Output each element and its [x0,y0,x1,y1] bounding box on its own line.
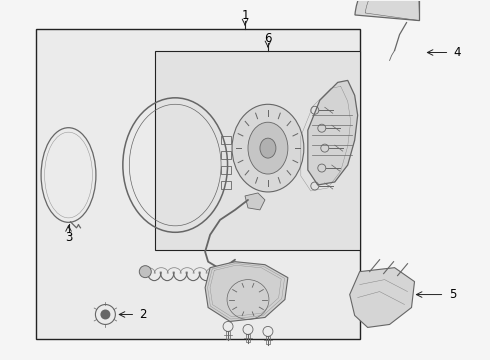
Text: 5: 5 [449,288,456,301]
Wedge shape [355,0,419,21]
Bar [221,136,231,144]
Polygon shape [245,193,265,210]
Ellipse shape [260,138,276,158]
Bar [36,28,360,339]
Ellipse shape [232,104,304,192]
Polygon shape [350,268,415,328]
Polygon shape [308,80,358,185]
Bar [221,151,231,159]
Text: 1: 1 [241,9,249,22]
Ellipse shape [248,122,288,174]
Circle shape [139,266,151,278]
Bar [155,50,360,250]
Text: 4: 4 [454,46,461,59]
Polygon shape [205,262,288,321]
Text: 6: 6 [264,32,271,45]
Bar [221,181,231,189]
Circle shape [100,310,110,319]
Bar [221,166,231,174]
Text: 2: 2 [140,308,147,321]
Text: 3: 3 [65,231,72,244]
